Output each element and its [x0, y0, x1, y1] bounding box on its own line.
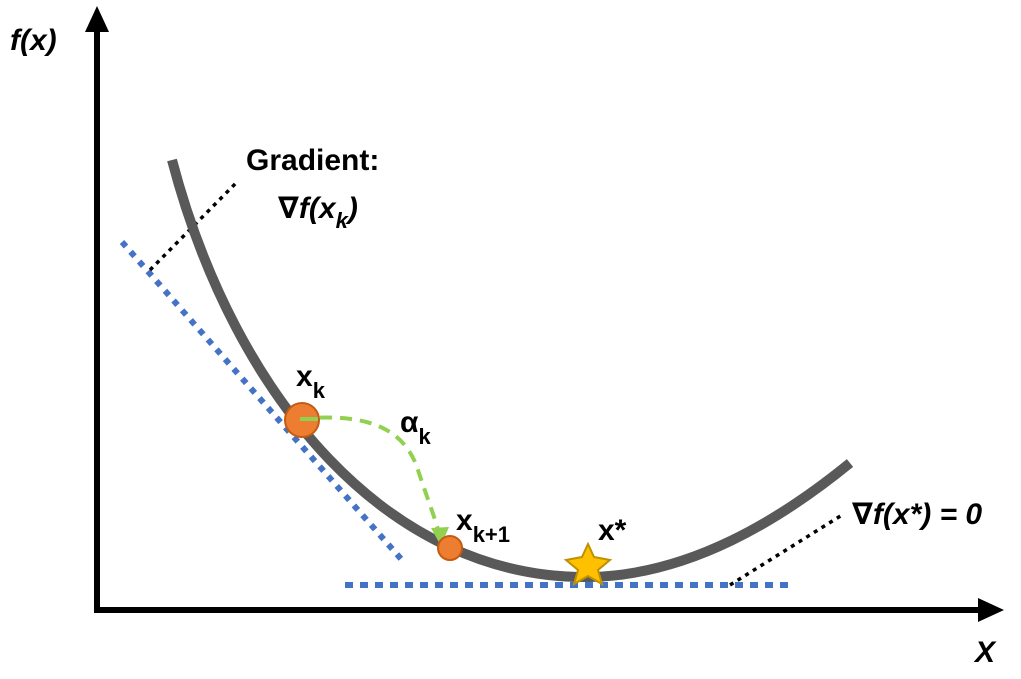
gradient-expr-sub: k: [336, 208, 350, 233]
zero-gradient-label: ∇f(x*) = 0: [852, 498, 982, 531]
star-icon: [563, 541, 613, 587]
x-axis-arrowhead: [978, 598, 1004, 622]
step-size-label: αk: [400, 406, 431, 449]
next-point-label-sub: k+1: [473, 522, 510, 547]
current-point-label: xk: [296, 360, 326, 403]
axes: [85, 6, 1004, 622]
gradient-leader-line: [148, 180, 239, 272]
tangent-line-at-xk: [119, 240, 405, 562]
optimum-label: x*: [598, 514, 627, 547]
zero-gradient-leader-line: [729, 513, 843, 587]
gradient-expr-open: ∇f(x: [278, 192, 337, 225]
y-axis-label: f(x): [10, 24, 57, 57]
gradient-expr-close: ): [345, 192, 358, 225]
next-point-label: xk+1: [456, 504, 510, 547]
gradient-title: Gradient:: [246, 144, 379, 177]
step-size-label-main: α: [400, 406, 419, 439]
current-point-label-sub: k: [313, 378, 326, 403]
current-point-label-main: x: [296, 360, 313, 393]
gradient-expression: ∇f(xk): [278, 192, 358, 233]
x-axis-label: X: [973, 636, 997, 669]
y-axis-arrowhead: [85, 6, 109, 32]
next-point-marker: [437, 535, 463, 561]
next-point-label-main: x: [456, 504, 473, 537]
step-arrowhead: [431, 527, 449, 546]
step-arrow: [299, 415, 442, 538]
loss-curve: [167, 158, 854, 583]
step-size-label-sub: k: [418, 424, 431, 449]
